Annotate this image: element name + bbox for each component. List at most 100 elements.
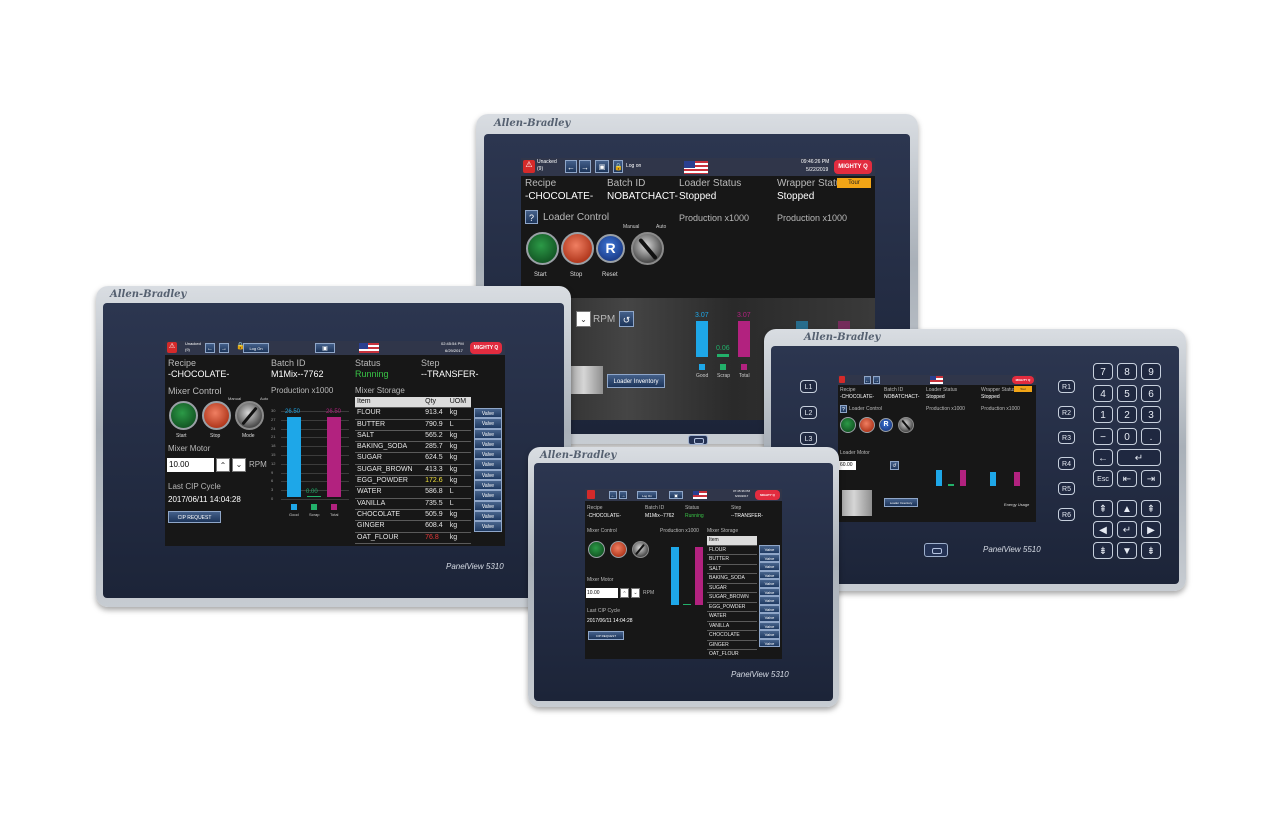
tour-button[interactable]: Tour	[1014, 386, 1032, 392]
mixer-motor-input[interactable]: 10.00	[586, 588, 618, 598]
alarm-icon[interactable]: ⚠	[523, 160, 535, 173]
function-key-r3[interactable]: R3	[1058, 431, 1075, 444]
valve-button[interactable]: Valve	[759, 562, 780, 571]
loader-inventory-button[interactable]: Loader Inventory	[607, 374, 665, 388]
alarm-icon[interactable]	[839, 376, 845, 383]
back-arrow-icon[interactable]: ←	[205, 343, 215, 353]
valve-button[interactable]: Valve	[759, 570, 780, 579]
start-button[interactable]	[840, 417, 856, 433]
mode-selector[interactable]	[632, 541, 649, 558]
mode-selector[interactable]	[898, 417, 914, 433]
valve-button[interactable]: Valve	[759, 553, 780, 562]
valve-button[interactable]: Valve	[474, 449, 502, 460]
numpad-key[interactable]: 7	[1093, 363, 1113, 380]
function-key-r1[interactable]: R1	[1058, 380, 1075, 393]
mode-selector[interactable]	[235, 401, 264, 430]
page-up-alt-key[interactable]: ⇞	[1141, 500, 1161, 517]
motor-down-button[interactable]: ⌄	[232, 458, 246, 472]
screen-icon[interactable]: ▣	[595, 160, 609, 173]
function-key-r6[interactable]: R6	[1058, 507, 1075, 521]
home-key[interactable]: ⇤	[1117, 470, 1137, 487]
valve-button[interactable]: Valve	[474, 438, 502, 450]
loader-motor-input[interactable]: 60.00	[839, 461, 856, 470]
arrow-right-key[interactable]: ▶	[1141, 521, 1161, 538]
reset-button[interactable]: R	[879, 418, 893, 432]
cip-request-button[interactable]: CIP REQUEST	[168, 511, 221, 523]
valve-button[interactable]: Valve	[759, 630, 780, 639]
arrow-down-key[interactable]: ▼	[1117, 542, 1137, 559]
mode-selector[interactable]	[631, 232, 664, 265]
log-on-button[interactable]: Log On	[637, 491, 657, 499]
esc-key[interactable]: Esc	[1093, 470, 1113, 487]
reset-button[interactable]: R	[596, 234, 625, 263]
start-button[interactable]	[169, 401, 198, 430]
history-icon[interactable]: ↺	[619, 311, 634, 327]
enter-small-key[interactable]: ↵	[1117, 521, 1137, 538]
page-up-key[interactable]: ⇞	[1093, 500, 1113, 517]
help-icon[interactable]: ?	[525, 210, 538, 224]
page-down-alt-key[interactable]: ⇟	[1141, 542, 1161, 559]
valve-button[interactable]: Valve	[474, 521, 502, 532]
valve-button[interactable]: Valve	[474, 459, 502, 470]
start-button[interactable]	[526, 232, 559, 265]
stop-button[interactable]	[859, 417, 875, 433]
log-on-button[interactable]: Log On	[243, 343, 269, 353]
lock-icon[interactable]: 🔒	[613, 160, 623, 173]
us-flag-icon[interactable]	[684, 161, 708, 174]
screen-icon[interactable]: ▣	[669, 491, 683, 499]
valve-button[interactable]: Valve	[474, 480, 502, 491]
back-arrow-icon[interactable]: ←	[864, 376, 871, 384]
function-key-r5[interactable]: R5	[1058, 482, 1075, 495]
us-flag-icon[interactable]	[693, 491, 707, 499]
valve-button[interactable]: Valve	[474, 490, 502, 501]
numpad-key[interactable]: 6	[1141, 384, 1161, 402]
forward-arrow-icon[interactable]: →	[619, 491, 627, 499]
numpad-key[interactable]: 3	[1141, 406, 1161, 423]
home-button[interactable]	[688, 435, 708, 445]
valve-button[interactable]: Valve	[759, 596, 780, 605]
valve-button[interactable]: Valve	[759, 613, 780, 622]
valve-button[interactable]: Valve	[474, 510, 502, 522]
alarm-icon[interactable]	[587, 490, 595, 499]
numpad-key[interactable]: 8	[1117, 363, 1137, 380]
numpad-key[interactable]: 9	[1141, 363, 1161, 380]
stop-button[interactable]	[561, 232, 594, 265]
mixer-motor-input[interactable]: 10.00	[167, 458, 214, 472]
numpad-key[interactable]: 5	[1117, 384, 1137, 402]
forward-arrow-icon[interactable]: →	[579, 160, 591, 173]
lock-icon[interactable]: 🔒	[236, 343, 245, 350]
valve-button[interactable]: Valve	[759, 587, 780, 596]
function-key-r2[interactable]: R2	[1058, 405, 1075, 419]
loader-inventory-button[interactable]: Loader Inventory	[884, 498, 918, 507]
numpad-key[interactable]: 2	[1117, 406, 1137, 423]
valve-button[interactable]: Valve	[759, 545, 780, 554]
numpad-key[interactable]: 4	[1093, 384, 1113, 402]
us-flag-icon[interactable]	[359, 343, 379, 353]
home-button[interactable]	[924, 543, 948, 557]
motor-up-button[interactable]: ⌃	[216, 458, 230, 472]
stop-button[interactable]	[610, 541, 627, 558]
motor-down-button[interactable]: ⌄	[631, 588, 640, 598]
function-key-r4[interactable]: R4	[1058, 456, 1075, 470]
forward-arrow-icon[interactable]: →	[219, 343, 229, 353]
start-button[interactable]	[588, 541, 605, 558]
cip-request-button[interactable]: CIP REQUEST	[588, 631, 624, 640]
arrow-up-key[interactable]: ▲	[1117, 500, 1137, 517]
loader-motor-down-button[interactable]: ⌄	[576, 311, 591, 327]
function-key-l3[interactable]: L3	[800, 432, 817, 445]
history-icon[interactable]: ↺	[890, 461, 899, 470]
valve-button[interactable]: Valve	[474, 418, 502, 429]
numpad-key[interactable]: .	[1141, 427, 1161, 445]
valve-button[interactable]: Valve	[759, 604, 780, 613]
screen-icon[interactable]: ▣	[315, 343, 335, 353]
page-down-key[interactable]: ⇟	[1093, 542, 1113, 559]
forward-arrow-icon[interactable]: →	[873, 376, 880, 384]
valve-button[interactable]: Valve	[474, 408, 502, 419]
valve-button[interactable]: Valve	[759, 621, 780, 630]
numpad-key[interactable]: −	[1093, 427, 1113, 445]
numpad-key[interactable]: 0	[1117, 427, 1137, 445]
stop-button[interactable]	[202, 401, 231, 430]
backspace-key[interactable]: ←	[1093, 449, 1113, 466]
valve-button[interactable]: Valve	[474, 428, 502, 439]
valve-button[interactable]: Valve	[474, 500, 502, 511]
